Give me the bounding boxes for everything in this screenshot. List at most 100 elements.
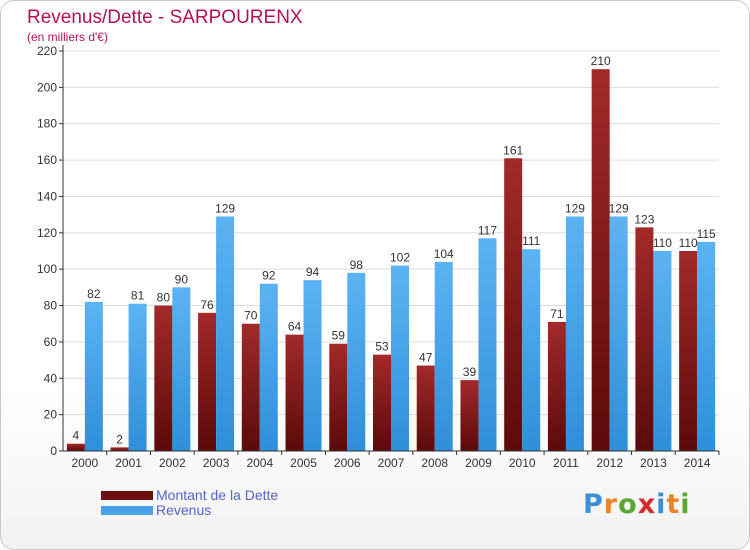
x-tick-label: 2014 xyxy=(684,456,711,470)
bar-dette xyxy=(679,251,698,451)
y-tick-label: 120 xyxy=(37,226,57,240)
bar-revenus xyxy=(565,216,584,451)
x-tick-label: 2004 xyxy=(246,456,273,470)
data-label-dette: 110 xyxy=(679,236,698,250)
bar-revenus xyxy=(128,303,147,451)
bar-revenus xyxy=(478,238,497,451)
x-tick-label: 2002 xyxy=(159,456,186,470)
logo-letter: i xyxy=(656,489,667,520)
legend-item-dette: Montant de la Dette xyxy=(101,487,278,503)
x-tick-label: 2011 xyxy=(553,456,579,470)
data-label-revenus: 102 xyxy=(390,251,410,265)
data-label-revenus: 110 xyxy=(653,236,672,250)
data-label-dette: 39 xyxy=(463,365,477,379)
y-tick-label: 220 xyxy=(37,44,57,58)
bar-dette xyxy=(373,354,391,451)
data-label-revenus: 117 xyxy=(478,223,497,237)
legend-swatch-dette xyxy=(101,490,153,500)
bar-dette xyxy=(635,227,654,451)
proxiti-logo: Proxiti xyxy=(583,489,691,520)
data-label-revenus: 98 xyxy=(350,258,364,272)
bar-revenus xyxy=(216,216,235,451)
x-tick-label: 2001 xyxy=(115,456,142,470)
bar-dette xyxy=(285,334,304,451)
legend-item-revenus: Revenus xyxy=(101,502,211,518)
logo-letter: r xyxy=(603,489,619,520)
data-label-revenus: 81 xyxy=(131,289,145,303)
bar-dette xyxy=(460,380,479,451)
legend-label-dette: Montant de la Dette xyxy=(156,487,279,503)
x-tick-label: 2012 xyxy=(596,456,623,470)
y-tick-label: 140 xyxy=(37,189,57,203)
bar-dette xyxy=(591,69,610,451)
data-label-dette: 59 xyxy=(332,329,346,343)
bar-dette xyxy=(110,447,129,451)
chart-subtitle: (en milliers d'€) xyxy=(27,30,108,44)
y-tick-label: 200 xyxy=(37,80,57,94)
logo-letter: i xyxy=(680,489,691,520)
y-tick-label: 60 xyxy=(44,335,58,349)
data-label-dette: 64 xyxy=(288,320,302,334)
data-label-dette: 47 xyxy=(419,351,433,365)
bar-revenus xyxy=(391,265,409,451)
y-tick-label: 160 xyxy=(37,153,57,167)
x-tick-label: 2005 xyxy=(290,456,317,470)
data-label-revenus: 129 xyxy=(215,201,235,215)
bar-dette xyxy=(416,365,435,451)
data-label-dette: 2 xyxy=(116,432,123,446)
bar-dette xyxy=(241,323,260,451)
data-label-dette: 70 xyxy=(244,309,258,323)
data-label-revenus: 115 xyxy=(697,227,716,241)
bar-dette xyxy=(547,321,566,451)
data-label-revenus: 82 xyxy=(87,287,101,301)
legend-label-revenus: Revenus xyxy=(156,502,212,518)
x-tick-label: 2006 xyxy=(334,456,361,470)
y-tick-label: 40 xyxy=(44,371,58,385)
y-tick-label: 80 xyxy=(44,299,58,313)
data-label-dette: 71 xyxy=(550,307,564,321)
bar-revenus xyxy=(697,241,716,451)
data-label-revenus: 92 xyxy=(262,269,276,283)
x-tick-label: 2008 xyxy=(421,456,448,470)
x-tick-label: 2000 xyxy=(72,456,99,470)
bar-dette xyxy=(198,312,217,451)
data-label-revenus: 129 xyxy=(609,201,629,215)
data-label-dette: 53 xyxy=(375,340,389,354)
bar-dette xyxy=(154,305,173,451)
data-label-dette: 210 xyxy=(591,54,611,68)
y-tick-label: 100 xyxy=(37,262,57,276)
x-tick-label: 2010 xyxy=(509,456,536,470)
bar-revenus xyxy=(434,261,453,451)
legend-swatch-revenus xyxy=(101,505,153,515)
x-tick-label: 2009 xyxy=(465,456,492,470)
data-label-dette: 161 xyxy=(503,143,523,157)
bar-revenus xyxy=(347,272,366,451)
bar-revenus xyxy=(609,216,628,451)
x-tick-label: 2013 xyxy=(640,456,667,470)
bar-revenus xyxy=(259,283,278,451)
bar-dette xyxy=(66,443,85,451)
bar-revenus xyxy=(303,280,322,451)
bar-dette xyxy=(329,343,348,451)
data-label-revenus: 129 xyxy=(565,201,585,215)
bar-dette xyxy=(504,158,523,452)
y-tick-label: 0 xyxy=(50,444,57,458)
data-label-dette: 76 xyxy=(200,298,214,312)
data-label-dette: 123 xyxy=(634,212,654,226)
logo-letter: x xyxy=(637,489,657,520)
y-tick-label: 20 xyxy=(44,408,58,422)
logo-letter: o xyxy=(618,489,638,520)
chart-title: Revenus/Dette - SARPOURENX xyxy=(27,7,303,28)
logo-letter: P xyxy=(583,489,604,520)
data-label-revenus: 104 xyxy=(434,247,454,261)
bar-revenus xyxy=(522,249,541,451)
data-label-dette: 80 xyxy=(157,291,171,305)
bar-revenus xyxy=(84,301,103,451)
y-tick-label: 180 xyxy=(37,117,57,131)
data-label-dette: 4 xyxy=(73,429,80,443)
x-tick-label: 2007 xyxy=(378,456,405,470)
data-label-revenus: 90 xyxy=(175,272,189,286)
x-tick-label: 2003 xyxy=(203,456,230,470)
